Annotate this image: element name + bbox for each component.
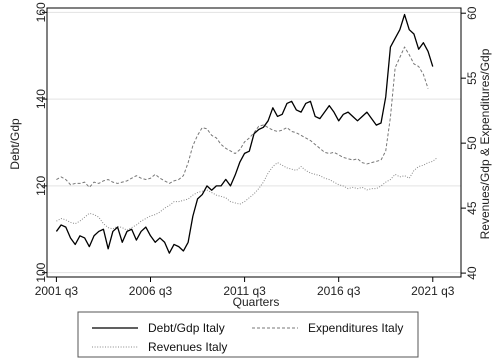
x-tick-label: 2011 q3 <box>223 284 266 298</box>
x-tick-label: 2016 q3 <box>317 284 361 298</box>
y-right-tick-label: 45 <box>465 201 479 215</box>
y-right-tick-label: 55 <box>465 71 479 85</box>
y-left-tick-label: 140 <box>34 89 48 109</box>
x-tick-label: 2006 q3 <box>129 284 173 298</box>
series-line-debt-gdp-italy <box>55 13 434 254</box>
x-tick-label: 2021 q3 <box>411 284 455 298</box>
legend-label-debt: Debt/Gdp Italy <box>148 321 225 335</box>
x-axis-title: Quarters <box>233 295 280 309</box>
y-right-tick-label: 40 <box>465 266 479 280</box>
plot-area <box>46 7 462 278</box>
y-axis-left-title: Debt/Gdp <box>8 118 22 170</box>
series-line-revenues-italy <box>56 157 438 231</box>
legend-label-revenues: Revenues Italy <box>148 340 227 354</box>
y-left-tick-label: 160 <box>34 2 48 22</box>
y-right-tick-label: 50 <box>465 136 479 150</box>
series-line-expenditures-italy <box>56 46 429 188</box>
legend: Debt/Gdp Italy Expenditures Italy Revenu… <box>77 311 419 358</box>
y-left-tick-label: 100 <box>34 262 48 282</box>
y-left-tick-label: 120 <box>34 176 48 196</box>
y-axis-right-title: Revenues/Gdp & Expenditures/Gdp <box>478 48 492 239</box>
y-right-tick-label: 60 <box>465 6 479 20</box>
legend-label-expenditures: Expenditures Italy <box>308 321 403 335</box>
series-lines <box>55 13 438 254</box>
legend-box <box>77 311 419 358</box>
x-tick-label: 2001 q3 <box>35 284 79 298</box>
axes: 100 120 140 160 40 45 50 55 60 2001 q3 2006 q3 2011… <box>34 2 479 298</box>
